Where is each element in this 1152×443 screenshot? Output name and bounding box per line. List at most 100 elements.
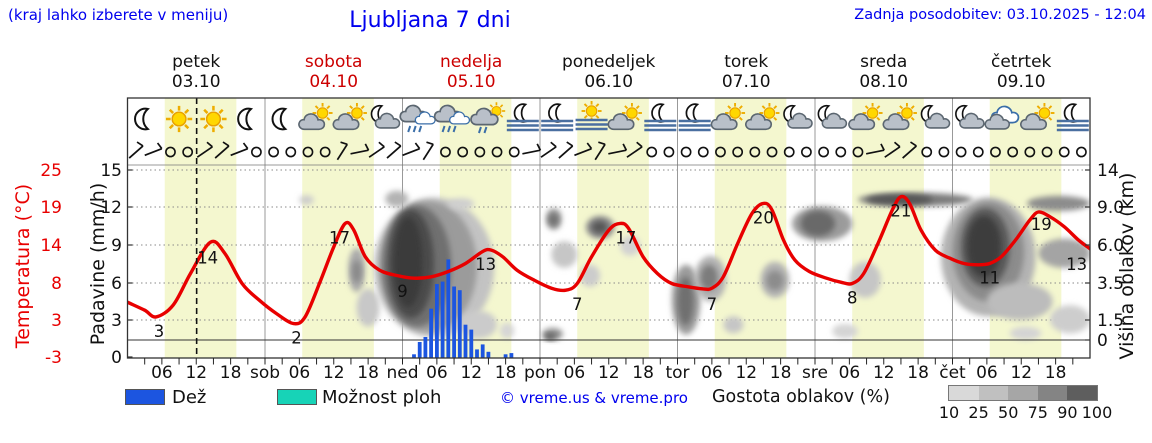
density-scale-tick-label: 10 (938, 403, 960, 422)
cloud-blob (1049, 305, 1090, 334)
cloud-blob (591, 221, 608, 234)
weather-icon-moon-cloud (783, 104, 813, 129)
wind-symbol-calm (302, 146, 314, 158)
day-name: ponedeljek (561, 52, 656, 72)
rain-bar (452, 286, 456, 358)
wind-symbol-calm (1024, 146, 1036, 158)
weather-icon-rain (433, 104, 471, 133)
day-header-sobota: sobota 04.10 (265, 52, 403, 92)
cloud-blob (356, 288, 380, 327)
weather-icon-sun-cloud (1020, 102, 1055, 131)
cloud-blob (393, 217, 423, 308)
wind-symbol-calm (972, 146, 984, 158)
day-header-ponedeljek: ponedeljek 06.10 (540, 52, 678, 92)
weather-icon-sun-fog (575, 100, 608, 131)
weather-icon-moon-fog (506, 103, 539, 132)
time-tick-label: 12 (185, 363, 207, 383)
wind-symbol-calm (646, 146, 658, 158)
wind-symbol-calm (749, 146, 761, 158)
wind-symbol-calm (285, 146, 297, 158)
rain-bar (469, 329, 474, 358)
time-tick-label: sob (250, 363, 280, 383)
cloud-axis-tick: 0 (1097, 331, 1108, 351)
weather-icon-moon (271, 107, 288, 131)
weather-icon-sun (200, 105, 227, 133)
cloud-blob (544, 333, 556, 341)
day-header-petek: petek 03.10 (127, 52, 265, 92)
cloud-blob (723, 316, 744, 334)
wind-symbol-barb (574, 142, 593, 157)
cloud-blob (499, 322, 515, 339)
cloud-blob (800, 210, 836, 237)
wind-symbol-barb (350, 143, 370, 155)
rain-legend-label: Dež (172, 387, 207, 408)
wind-symbol-calm (852, 146, 864, 158)
temp-value-label: 19 (1031, 215, 1052, 234)
cloud-density-layer (299, 190, 1090, 341)
wind-symbol-calm (165, 146, 176, 158)
temp-value-label: 13 (475, 255, 496, 274)
rain-bar (440, 281, 445, 358)
wind-symbol-barb (214, 141, 230, 159)
weather-icon-sun-cloud (882, 102, 917, 131)
wind-symbol-calm (457, 146, 469, 158)
weather-icon-moon-cloud (955, 104, 985, 129)
density-scale-tick-label: 90 (1057, 403, 1078, 422)
weather-icon-sun-rain (470, 102, 506, 134)
time-tick-label: čet (939, 363, 966, 383)
temp-value-label: 7 (707, 295, 718, 314)
cloud-blob (1027, 195, 1090, 211)
time-tick-label: ned (386, 363, 418, 383)
day-name: sobota (304, 52, 363, 72)
time-tick-label: 06 (151, 363, 173, 383)
wind-symbol-barb (884, 141, 901, 158)
time-tick-label: 18 (357, 363, 379, 383)
wind-symbol-barb (522, 143, 542, 155)
cloud-blob (385, 190, 409, 207)
weather-icon-sun-cloud (710, 102, 746, 131)
cloud-blob (832, 324, 858, 339)
temp-value-label: 11 (979, 269, 1000, 288)
credit-link[interactable]: © vreme.us & vreme.pro (500, 389, 688, 407)
weather-icon-moon-fog (644, 103, 677, 132)
time-tick-label: 12 (873, 363, 895, 383)
daylight-band (852, 98, 924, 358)
time-tick-label: pon (524, 363, 556, 383)
weather-icon-moon-fog (678, 103, 711, 132)
precip-axis-tick: 9 (111, 236, 122, 256)
temp-axis-tick: -3 (45, 348, 62, 368)
wind-symbol-barb (368, 141, 385, 158)
cloud-blob (700, 264, 718, 291)
wind-symbol-barb (540, 141, 557, 158)
weather-icon-moon-cloud (920, 104, 951, 129)
wind-symbol-calm (474, 146, 486, 158)
day-date: 05.10 (446, 72, 496, 92)
rain-bar (423, 337, 428, 358)
time-tick-label: 12 (735, 363, 757, 383)
wind-symbol-barb (626, 141, 643, 158)
weather-icon-moon-fog (1056, 103, 1089, 132)
weather-icon-moon-cloud (817, 104, 848, 129)
wind-symbol-barb (594, 141, 606, 161)
wind-symbol-barb (386, 141, 402, 159)
daylight-band (164, 98, 237, 358)
time-tick-label: 18 (495, 363, 517, 383)
cloud-blob (1038, 238, 1090, 268)
density-scale-tick-label: 75 (1027, 403, 1048, 422)
temp-axis-tick: 14 (40, 236, 62, 256)
density-scale-segment (1067, 386, 1097, 400)
showers-legend-label: Možnost ploh (322, 387, 442, 408)
temp-value-label: 8 (847, 289, 858, 308)
time-tick-label: 12 (1010, 363, 1032, 383)
wind-symbol-calm (663, 146, 675, 158)
wind-symbol-calm (818, 146, 829, 158)
wind-symbol-calm (268, 146, 279, 158)
density-scale-segment (1037, 386, 1068, 400)
density-scale-tick-label: 25 (968, 403, 989, 422)
time-tick-label: 06 (839, 363, 861, 383)
day-header-četrtek: četrtek 09.10 (952, 52, 1090, 92)
rain-bar (429, 308, 433, 358)
cloud-axis-tick: 14 (1097, 161, 1119, 181)
precip-axis-tick: 0 (111, 348, 122, 368)
